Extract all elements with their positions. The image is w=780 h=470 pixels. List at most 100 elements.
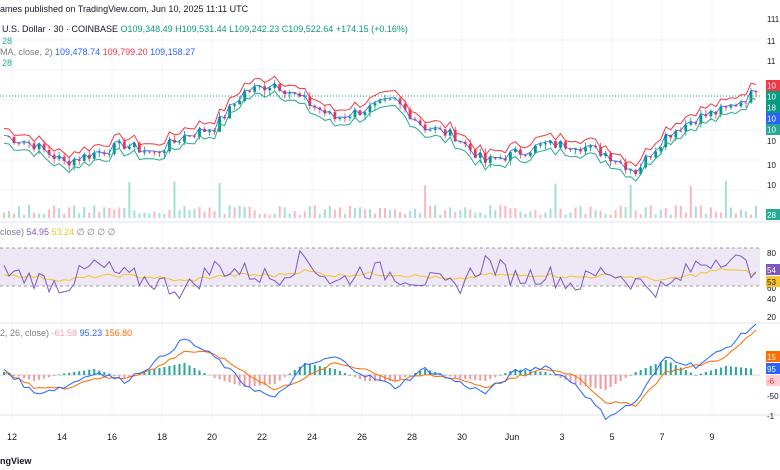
candle-body [107,154,111,155]
macd-hist-bar [33,375,36,381]
macd-legend-label[interactable]: 2, 26, close) [0,328,50,338]
volume-bar [328,205,331,218]
candle-body [754,91,758,93]
candle-body [333,112,337,120]
candle-body [679,131,683,133]
candle-body [544,143,547,145]
macd-hist-bar [248,375,251,387]
macd-hist-bar [709,370,712,375]
candle-body [253,86,257,92]
volume-bar [614,210,617,218]
candle-body [258,86,262,88]
macd-hist-bar [394,375,397,381]
candle-body [92,153,96,159]
macd-hist-bar [574,375,577,384]
volume-bar [303,211,306,218]
macd-hist-bar [404,375,407,377]
volume-bar [183,205,186,218]
macd-hist-bar [283,375,286,377]
candle-body [293,93,297,95]
volume-bar [173,181,176,218]
candle-body [739,102,743,107]
volume-bar [8,211,11,218]
volume-bar [123,208,126,218]
volume-bar [163,214,166,218]
candle-body [338,117,342,120]
candle-body [624,162,628,170]
candle-body [403,103,407,110]
candle-body [498,158,502,160]
volume-bar [649,205,652,218]
volume-bar [694,206,697,218]
volume-bar [243,207,246,218]
volume-bar [323,209,326,218]
macd-hist-bar [18,375,21,377]
volume-bar [604,213,607,218]
volume-bar [108,207,111,218]
macd-hist-bar [639,370,642,375]
macd-hist-bar [479,375,482,381]
price-tag-label: 10 [767,126,776,135]
macd-hist-bar [434,372,437,375]
volume-bar [193,208,196,218]
symbol-text[interactable]: U.S. Dollar · 30 · COINBASE [2,24,119,34]
volume-bar [83,207,86,218]
macd-hist-bar [203,373,206,375]
ma-value-2: 109,799.20 [102,47,148,57]
macd-hist-bar [694,375,697,376]
candle-body [142,151,146,153]
macd-hist-bar [233,375,236,384]
volume-bar [103,207,106,218]
volume-bar [268,214,271,218]
volume-bar [484,214,487,218]
macd-hist-bar [389,375,392,381]
macd-hist-bar [739,367,742,375]
macd-hist-bar [749,368,752,375]
volume-bar [98,211,101,218]
macd-hist-bar [318,366,321,375]
macd-hist-bar [504,373,507,375]
volume-bar [419,213,422,218]
volume-bar [133,210,136,218]
time-axis-label: 30 [457,432,467,442]
ma-legend-label[interactable]: MA, close, 2) [0,47,53,57]
volume-bar [293,211,296,218]
candle-body [423,124,427,131]
candle-body [243,91,247,101]
candle-body [283,90,287,95]
price-tag [766,91,780,102]
volume-bar [148,213,151,218]
candle-body [323,109,327,114]
macd-hist-bar [208,375,211,376]
macd-hist-bar [584,375,587,386]
volume-bar [454,212,457,218]
macd-hist-bar [223,375,226,381]
volume-bar [449,207,452,218]
macd-hist-bar [313,365,316,375]
candle-body [684,124,688,132]
ma-line-mid [3,82,757,174]
candle-body [228,105,231,119]
candle-body [363,112,367,116]
ma-line-lower [3,90,757,182]
macd-hist-bar [88,369,91,375]
volume-bar [679,205,682,218]
rsi-legend-label[interactable]: close) [0,227,25,237]
macd-hist-bar [409,375,412,376]
volume-bar [669,214,672,218]
candle-body [353,110,357,118]
macd-hist-bar [579,375,582,385]
candle-body [288,93,292,95]
macd-hist-bar [173,365,176,375]
candle-body [488,157,492,163]
macd-hist-bar [368,375,371,381]
rsi-legend: close) 54.95 53.24 ∅ ∅ ∅ ∅ [0,227,116,238]
candle-body [453,129,457,142]
volume-bar [93,205,96,218]
vol-ma-value: 28 [2,58,13,68]
candle-body [574,149,577,151]
price-axis-label: 10 [767,181,776,190]
candle-body [97,152,101,154]
macd-hist-bar [118,375,121,377]
